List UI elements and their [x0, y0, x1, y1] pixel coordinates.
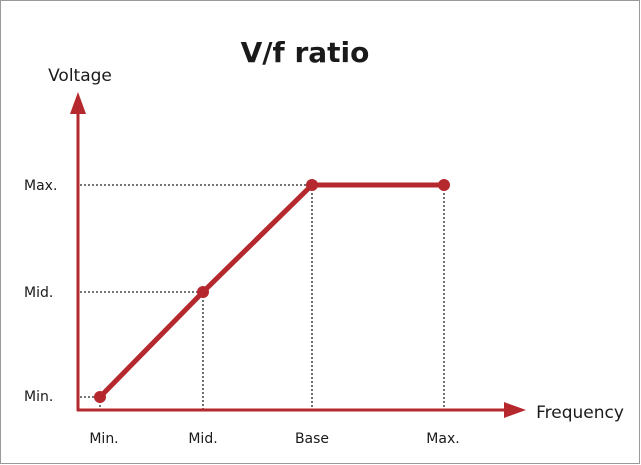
point [94, 391, 106, 403]
y-tick-label: Mid. [24, 285, 53, 301]
y-tick-label: Max. [24, 178, 57, 194]
x-arrow [504, 402, 526, 418]
y-arrow [70, 92, 86, 114]
x-tick-label: Max. [426, 431, 459, 447]
x-tick-label: Min. [89, 431, 118, 447]
title: V/f ratio [241, 36, 370, 69]
x-axis-label: Frequency [536, 403, 624, 423]
y-axis-label: Voltage [48, 66, 112, 86]
vf-curve [98, 182, 444, 399]
point [197, 286, 209, 298]
x-tick-label: Mid. [188, 431, 217, 447]
y-tick-label: Min. [24, 389, 53, 405]
point [306, 179, 318, 191]
x-tick-label: Base [295, 431, 329, 447]
point [438, 179, 450, 191]
